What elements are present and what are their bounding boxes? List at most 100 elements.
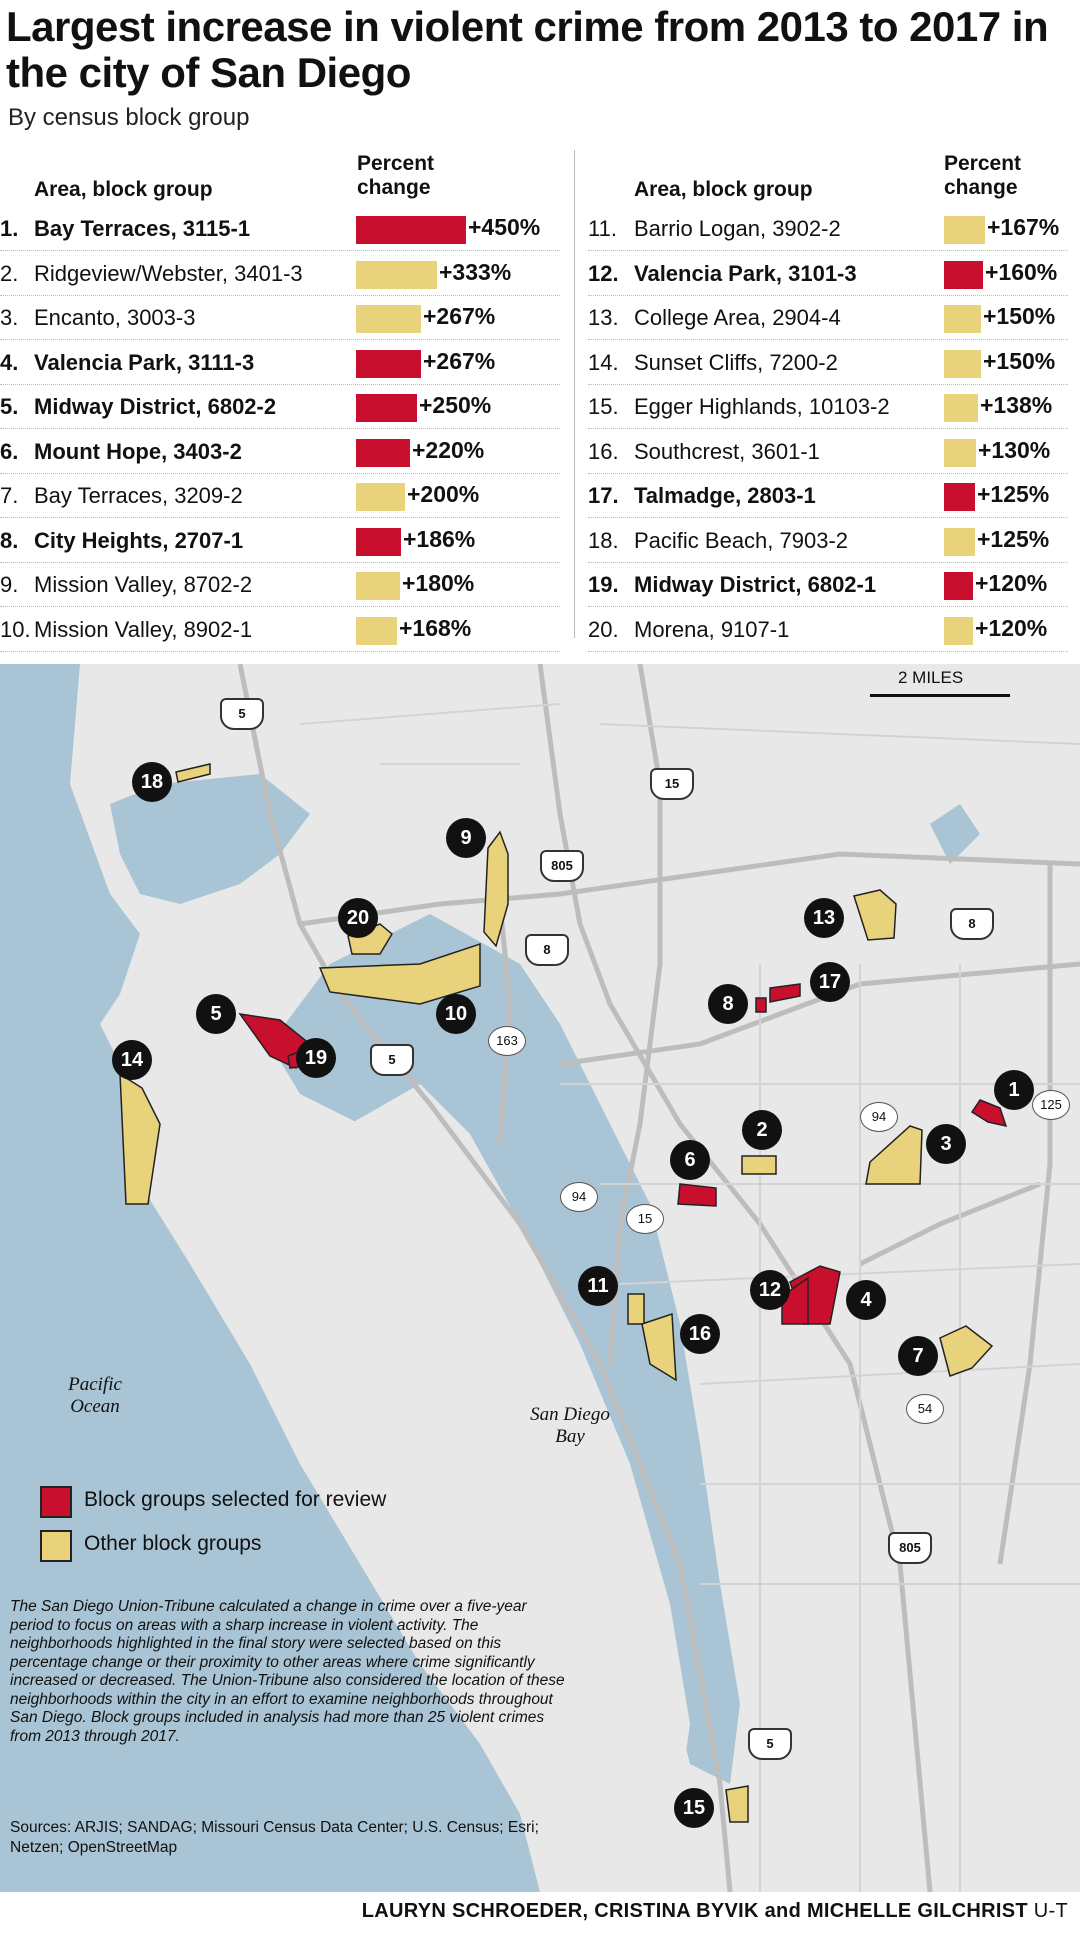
row-bar <box>356 438 410 467</box>
row-area-label: Midway District, 6802-2 <box>34 394 277 419</box>
marker-8: 8 <box>708 984 748 1024</box>
row-area-label: Valencia Park, 3111-3 <box>34 349 255 375</box>
row-percent-value: +150% <box>983 303 1056 329</box>
row-rank: 18. <box>588 527 619 553</box>
row-percent-value: +160% <box>985 258 1058 285</box>
route-marker: 15 <box>626 1204 664 1234</box>
row-percent-value: +120% <box>975 614 1048 641</box>
row-rank: 7. <box>0 483 19 508</box>
marker-20: 20 <box>338 898 378 938</box>
row-bar <box>356 349 421 378</box>
table-row: 6. Mount Hope, 3403-2 +220% <box>0 429 560 474</box>
row-bar <box>944 305 981 333</box>
interstate-shield: 15 <box>650 768 694 800</box>
row-bar <box>356 616 397 645</box>
marker-6: 6 <box>670 1140 710 1180</box>
block-group-3 <box>865 1125 923 1185</box>
block-group-6 <box>677 1183 717 1207</box>
row-percent-value: +333% <box>439 258 512 285</box>
row-percent-value: +125% <box>977 481 1050 507</box>
column-header-percent: Percent change <box>944 152 1022 199</box>
table-row: 5. Midway District, 6802-2 +250% <box>0 384 560 429</box>
block-group-15 <box>725 1785 749 1823</box>
scale-label: 2 MILES <box>898 668 964 687</box>
row-area-label: Bay Terraces, 3115-1 <box>34 216 251 241</box>
row-bar <box>356 216 466 244</box>
row-area-label: Mission Valley, 8702-2 <box>34 572 253 597</box>
table-row: 3. Encanto, 3003-3 +267% <box>0 295 560 340</box>
sources: Sources: ARJIS; SANDAG; Missouri Census … <box>10 1819 539 1856</box>
label-pacific-ocean: Pacific Ocean <box>68 1374 122 1417</box>
row-area-label: Midway District, 6802-1 <box>634 572 877 597</box>
row-area-label: Barrio Logan, 3902-2 <box>634 216 841 241</box>
marker-13: 13 <box>804 898 844 938</box>
marker-11: 11 <box>578 1266 618 1306</box>
row-rank: 1. <box>0 216 19 241</box>
table-left: Area, block group Percent change 1. Bay T… <box>0 146 570 652</box>
block-group-7 <box>939 1325 994 1377</box>
table-row: 14. Sunset Cliffs, 7200-2 +150% <box>588 340 1068 385</box>
row-bar <box>944 438 976 467</box>
row-percent-value: +450% <box>468 214 541 240</box>
coronado-land <box>350 1084 690 1794</box>
map: 2 MILES Pacific Ocean San Diego Bay 5 15… <box>0 664 1080 1892</box>
row-area-label: Valencia Park, 3101-3 <box>634 260 857 286</box>
label-san-diego-bay: San Diego Bay <box>530 1404 610 1447</box>
row-area-label: Sunset Cliffs, 7200-2 <box>634 349 838 375</box>
row-percent-value: +138% <box>980 392 1053 418</box>
table-row: 19. Midway District, 6802-1 +120% <box>588 562 1068 607</box>
table-row: 4. Valencia Park, 3111-3 +267% <box>0 340 560 385</box>
row-bar <box>944 572 973 600</box>
row-percent-value: +267% <box>423 347 496 374</box>
row-area-label: Morena, 9107-1 <box>634 616 790 642</box>
table-row: 18. Pacific Beach, 7903-2 +125% <box>588 518 1068 563</box>
block-group-10 <box>318 942 481 1005</box>
interstate-shield: 5 <box>220 698 264 730</box>
row-bar <box>944 394 978 422</box>
table-row: 12. Valencia Park, 3101-3 +160% <box>588 251 1068 296</box>
table-row: 9. Mission Valley, 8702-2 +180% <box>0 562 560 607</box>
column-header-percent: Percent change <box>357 152 435 199</box>
row-rank: 15. <box>588 394 619 419</box>
row-rank: 5. <box>0 394 19 419</box>
legend-label-other: Other block groups <box>84 1532 262 1555</box>
marker-15: 15 <box>674 1788 714 1828</box>
table-row: 13. College Area, 2904-4 +150% <box>588 295 1068 340</box>
row-percent-value: +125% <box>977 525 1050 552</box>
block-group-2 <box>741 1155 777 1175</box>
row-rank: 11. <box>588 216 617 241</box>
row-rank: 8. <box>0 527 19 553</box>
row-rank: 2. <box>0 260 19 286</box>
row-percent-value: +180% <box>402 570 475 596</box>
row-rank: 12. <box>588 260 619 286</box>
marker-2: 2 <box>742 1110 782 1150</box>
route-marker: 54 <box>906 1394 944 1424</box>
row-bar <box>356 572 400 600</box>
row-area-label: College Area, 2904-4 <box>634 305 841 330</box>
interstate-shield: 805 <box>888 1532 932 1564</box>
block-group-14 <box>119 1072 161 1205</box>
row-bar <box>944 616 973 645</box>
row-rank: 19. <box>588 572 619 597</box>
interstate-shield: 8 <box>525 934 569 966</box>
marker-17: 17 <box>810 962 850 1002</box>
row-bar <box>356 483 405 511</box>
route-marker: 94 <box>860 1102 898 1132</box>
row-bar <box>356 527 401 556</box>
row-percent-value: +168% <box>399 614 472 641</box>
marker-19: 19 <box>296 1038 336 1078</box>
row-percent-value: +130% <box>978 436 1051 463</box>
row-rank: 9. <box>0 572 19 597</box>
row-area-label: Egger Highlands, 10103-2 <box>634 394 890 419</box>
row-percent-value: +186% <box>403 525 476 552</box>
interstate-shield: 8 <box>950 908 994 940</box>
block-group-9 <box>483 830 509 948</box>
interstate-shield: 5 <box>370 1044 414 1076</box>
legend-swatch-selected <box>40 1486 72 1518</box>
table-divider <box>574 150 575 638</box>
legend-label-selected: Block groups selected for review <box>84 1488 387 1511</box>
methodology-note: The San Diego Union-Tribune calculated a… <box>10 1598 565 1745</box>
table-row: 8. City Heights, 2707-1 +186% <box>0 518 560 563</box>
row-area-label: Encanto, 3003-3 <box>34 305 196 330</box>
credit-names: LAURYN SCHROEDER, CRISTINA BYVIK and MIC… <box>361 1900 1028 1922</box>
